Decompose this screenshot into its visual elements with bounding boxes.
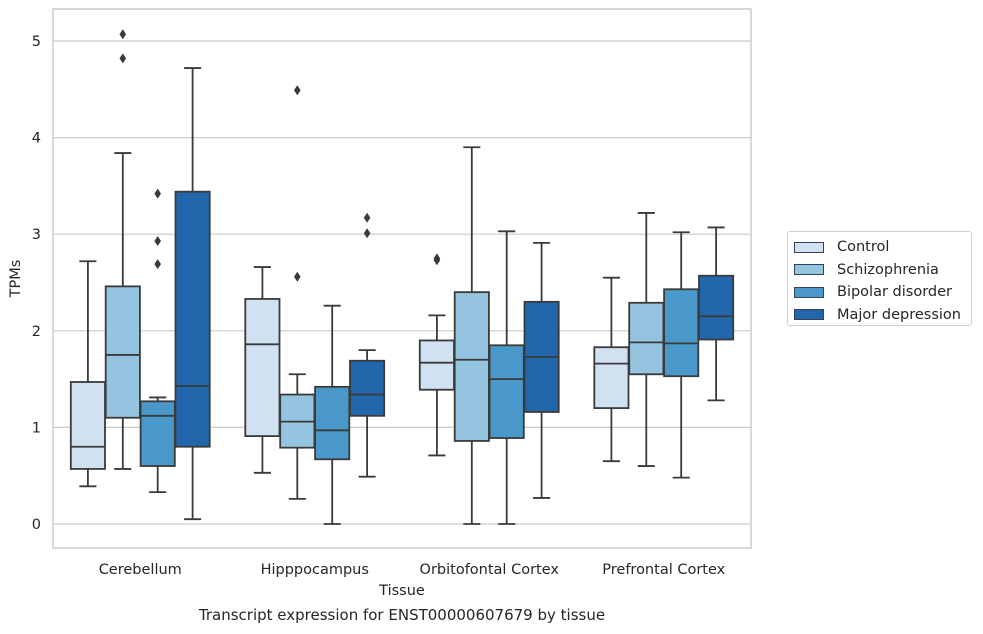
outlier-major-depression-hipppocampus bbox=[363, 228, 371, 239]
legend-swatch-major-depression bbox=[794, 309, 824, 321]
box-bipolar-disorder-hipppocampus bbox=[314, 385, 351, 461]
legend-swatch-schizophrenia bbox=[794, 264, 824, 276]
box-control-prefrontal-cortex bbox=[593, 346, 630, 409]
box-control-cerebellum bbox=[69, 381, 106, 470]
outlier-schizophrenia-hipppocampus bbox=[294, 271, 301, 282]
plot-frame bbox=[52, 8, 752, 549]
box-major-depression-cerebellum bbox=[174, 190, 211, 448]
legend-swatch-bipolar-disorder bbox=[794, 286, 824, 298]
box-major-depression-prefrontal-cortex bbox=[698, 274, 735, 341]
legend-item-major-depression: Major depression bbox=[794, 304, 971, 327]
box-schizophrenia-cerebellum bbox=[104, 285, 141, 419]
y-tick-label: 0 bbox=[32, 517, 41, 533]
box-bipolar-disorder-cerebellum bbox=[139, 400, 176, 467]
chart-caption: Transcript expression for ENST0000060767… bbox=[198, 606, 606, 624]
box-schizophrenia-orbitofontal-cortex bbox=[453, 291, 490, 442]
legend-item-bipolar-disorder: Bipolar disorder bbox=[794, 281, 971, 304]
outlier-bipolar-disorder-cerebellum bbox=[154, 235, 161, 246]
y-tick-label: 3 bbox=[32, 227, 41, 243]
y-axis-label: TPMs bbox=[8, 260, 24, 299]
x-tick-label-hipppocampus: Hipppocampus bbox=[261, 562, 369, 578]
y-tick-label: 4 bbox=[32, 131, 41, 147]
y-tick-label: 1 bbox=[32, 420, 41, 436]
box-bipolar-disorder-prefrontal-cortex bbox=[663, 288, 700, 378]
y-tick-label: 2 bbox=[32, 324, 41, 340]
outlier-schizophrenia-cerebellum bbox=[119, 29, 127, 40]
legend-label-bipolar-disorder: Bipolar disorder bbox=[837, 284, 952, 301]
box-bipolar-disorder-orbitofontal-cortex bbox=[488, 344, 525, 439]
legend-label-schizophrenia: Schizophrenia bbox=[837, 261, 939, 278]
legend-label-control: Control bbox=[837, 239, 890, 256]
outlier-schizophrenia-hipppocampus bbox=[294, 85, 301, 96]
box-control-orbitofontal-cortex bbox=[418, 339, 455, 391]
outlier-major-depression-hipppocampus bbox=[363, 212, 371, 223]
outlier-bipolar-disorder-cerebellum bbox=[154, 188, 161, 199]
legend-swatch-control bbox=[794, 241, 824, 253]
box-schizophrenia-prefrontal-cortex bbox=[628, 301, 665, 376]
x-tick-label-cerebellum: Cerebellum bbox=[99, 562, 182, 578]
chart-legend: Control Schizophrenia Bipolar disorder M… bbox=[787, 231, 972, 326]
x-axis-label: Tissue bbox=[378, 583, 425, 599]
outlier-schizophrenia-cerebellum bbox=[119, 53, 127, 64]
x-tick-label-orbitofontal-cortex: Orbitofontal Cortex bbox=[420, 562, 560, 578]
legend-item-control: Control bbox=[794, 236, 971, 259]
legend-item-schizophrenia: Schizophrenia bbox=[794, 259, 971, 282]
x-tick-label-prefrontal-cortex: Prefrontal Cortex bbox=[602, 562, 725, 578]
box-control-hipppocampus bbox=[244, 298, 281, 437]
box-major-depression-hipppocampus bbox=[349, 359, 386, 417]
legend-label-major-depression: Major depression bbox=[837, 306, 961, 323]
y-tick-label: 5 bbox=[32, 34, 41, 50]
outlier-bipolar-disorder-cerebellum bbox=[154, 259, 161, 270]
outlier-control-orbitofontal-cortex bbox=[433, 253, 441, 264]
